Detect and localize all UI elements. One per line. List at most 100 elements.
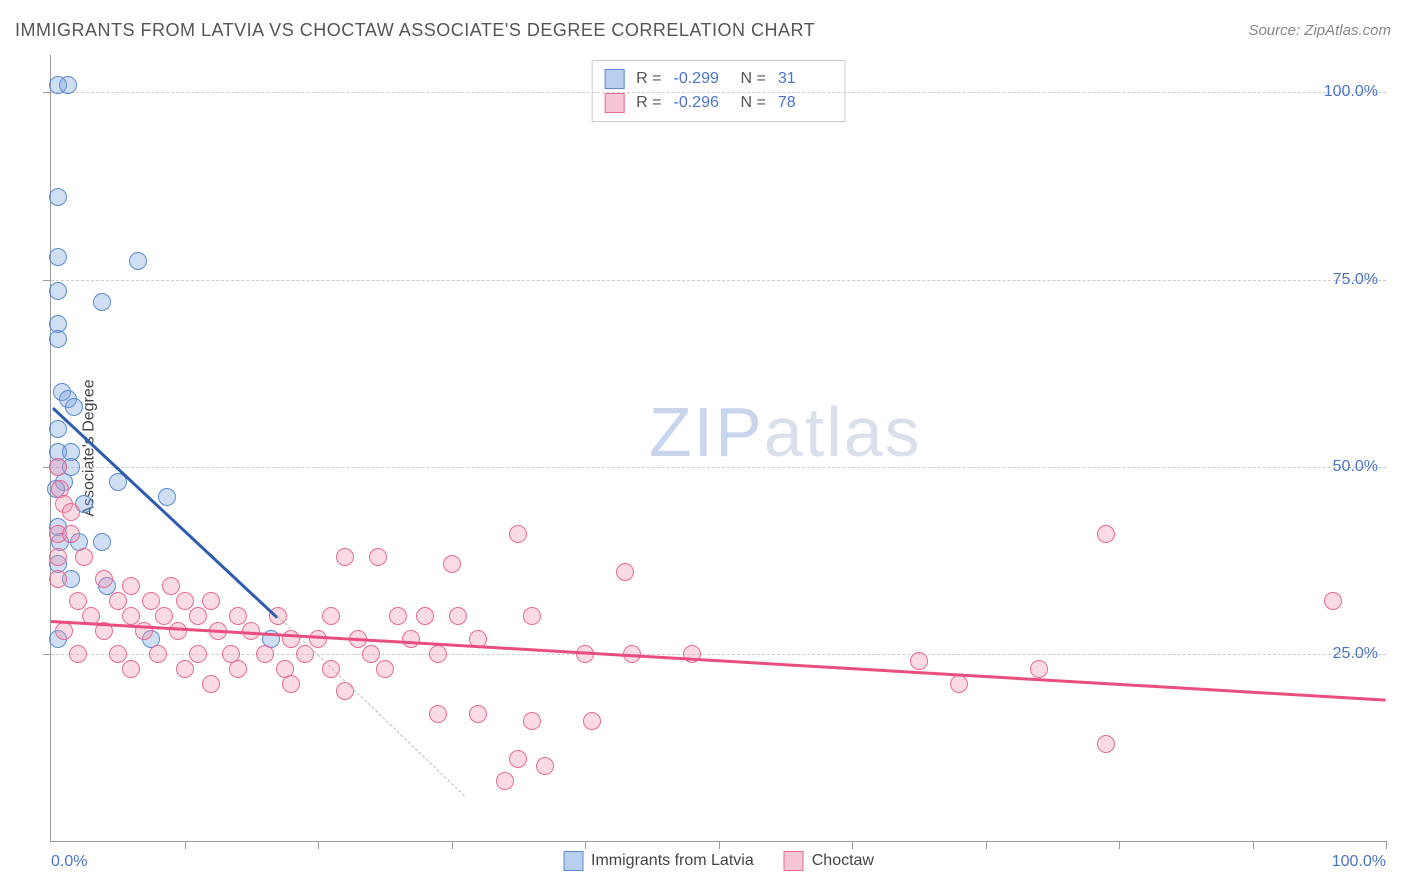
legend-label-latvia: Immigrants from Latvia: [591, 852, 754, 870]
data-point: [429, 645, 447, 663]
data-point: [536, 757, 554, 775]
x-axis-max-label: 100.0%: [1332, 853, 1386, 871]
data-point: [402, 630, 420, 648]
y-tick-label: 50.0%: [1333, 458, 1378, 476]
swatch-latvia: [563, 851, 583, 871]
n-label: N =: [741, 70, 766, 88]
y-tick-label: 25.0%: [1333, 645, 1378, 663]
legend-row-choctaw: R = -0.296 N = 78: [604, 91, 833, 115]
data-point: [369, 548, 387, 566]
scatter-chart: Associate's Degree 0.0% 100.0% ZIPatlas …: [50, 55, 1386, 842]
data-point: [202, 592, 220, 610]
data-point: [443, 555, 461, 573]
data-point: [202, 675, 220, 693]
data-point: [429, 705, 447, 723]
r-value-choctaw: -0.296: [674, 94, 729, 112]
data-point: [49, 188, 67, 206]
data-point: [49, 458, 67, 476]
data-point: [322, 607, 340, 625]
gridline: [51, 467, 1386, 468]
data-point: [176, 660, 194, 678]
data-point: [616, 563, 634, 581]
n-value-choctaw: 78: [778, 94, 833, 112]
data-point: [376, 660, 394, 678]
r-value-latvia: -0.299: [674, 70, 729, 88]
data-point: [523, 607, 541, 625]
x-tick-mark: [852, 841, 853, 849]
data-point: [95, 570, 113, 588]
data-point: [49, 330, 67, 348]
x-tick-mark: [185, 841, 186, 849]
data-point: [449, 607, 467, 625]
data-point: [1324, 592, 1342, 610]
data-point: [69, 645, 87, 663]
data-point: [93, 533, 111, 551]
gridline: [51, 280, 1386, 281]
y-tick-label: 75.0%: [1333, 271, 1378, 289]
data-point: [309, 630, 327, 648]
data-point: [169, 622, 187, 640]
n-label: N =: [741, 94, 766, 112]
data-point: [523, 712, 541, 730]
y-tick-mark: [43, 280, 51, 281]
data-point: [49, 420, 67, 438]
data-point: [509, 750, 527, 768]
data-point: [583, 712, 601, 730]
x-axis-min-label: 0.0%: [51, 853, 87, 871]
data-point: [75, 548, 93, 566]
data-point: [950, 675, 968, 693]
data-point: [49, 570, 67, 588]
data-point: [93, 293, 111, 311]
x-tick-mark: [585, 841, 586, 849]
watermark: ZIPatlas: [649, 392, 922, 472]
legend-row-latvia: R = -0.299 N = 31: [604, 67, 833, 91]
x-tick-mark: [1119, 841, 1120, 849]
r-label: R =: [636, 70, 661, 88]
swatch-choctaw: [604, 93, 624, 113]
data-point: [229, 607, 247, 625]
gridline: [51, 92, 1386, 93]
data-point: [65, 398, 83, 416]
x-tick-mark: [318, 841, 319, 849]
data-point: [155, 607, 173, 625]
x-tick-mark: [719, 841, 720, 849]
data-point: [496, 772, 514, 790]
data-point: [69, 592, 87, 610]
data-point: [59, 76, 77, 94]
data-point: [129, 252, 147, 270]
swatch-choctaw: [784, 851, 804, 871]
legend-label-choctaw: Choctaw: [812, 852, 874, 870]
data-point: [1097, 525, 1115, 543]
y-tick-mark: [43, 92, 51, 93]
legend-item-choctaw: Choctaw: [784, 851, 874, 871]
data-point: [1097, 735, 1115, 753]
data-point: [49, 548, 67, 566]
data-point: [189, 645, 207, 663]
data-point: [162, 577, 180, 595]
data-point: [1030, 660, 1048, 678]
data-point: [176, 592, 194, 610]
chart-title: IMMIGRANTS FROM LATVIA VS CHOCTAW ASSOCI…: [15, 20, 815, 41]
data-point: [282, 630, 300, 648]
data-point: [62, 525, 80, 543]
data-point: [282, 675, 300, 693]
data-point: [55, 622, 73, 640]
data-point: [122, 577, 140, 595]
data-point: [336, 548, 354, 566]
data-point: [509, 525, 527, 543]
data-point: [389, 607, 407, 625]
correlation-legend: R = -0.299 N = 31 R = -0.296 N = 78: [591, 60, 846, 122]
data-point: [109, 645, 127, 663]
x-tick-mark: [452, 841, 453, 849]
data-point: [49, 282, 67, 300]
data-point: [229, 660, 247, 678]
n-value-latvia: 31: [778, 70, 833, 88]
x-tick-mark: [986, 841, 987, 849]
data-point: [122, 660, 140, 678]
data-point: [109, 592, 127, 610]
data-point: [336, 682, 354, 700]
legend-item-latvia: Immigrants from Latvia: [563, 851, 754, 871]
data-point: [158, 488, 176, 506]
data-point: [362, 645, 380, 663]
source-attribution: Source: ZipAtlas.com: [1248, 22, 1391, 39]
